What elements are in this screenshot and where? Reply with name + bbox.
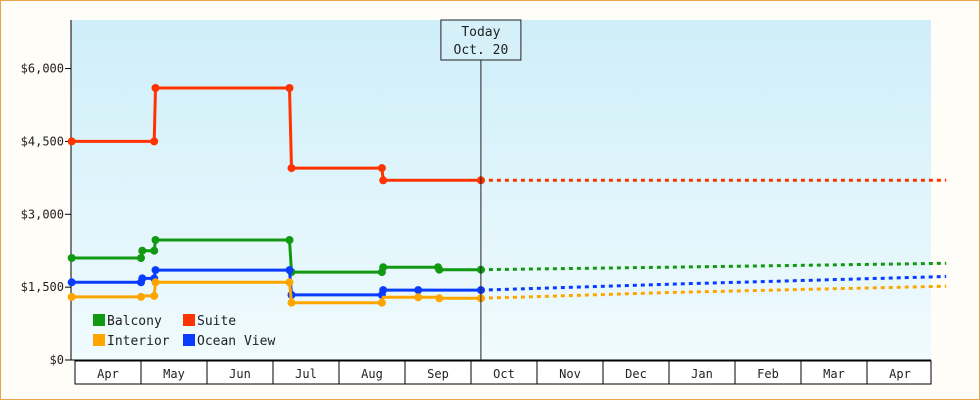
y-tick-label: $4,500 (21, 134, 64, 148)
series-balcony (67, 236, 947, 277)
data-point (151, 236, 160, 244)
x-axis-band (74, 360, 932, 385)
data-point (287, 164, 296, 173)
x-tick-label: Feb (757, 367, 779, 381)
x-tick-label: Apr (97, 367, 119, 381)
legend-label: Balcony (107, 314, 162, 329)
data-point (67, 254, 76, 262)
x-axis: Apr May Jun Jul Aug Sep Oct Nov Dec Jan Feb Mar Apr (71, 359, 932, 385)
data-point (151, 84, 160, 92)
data-point (435, 265, 444, 274)
data-point (67, 137, 76, 146)
x-tick-label: Jun (229, 367, 251, 381)
x-tick-label: Oct (493, 367, 515, 381)
data-point (379, 263, 388, 272)
data-point (285, 84, 294, 92)
data-point (435, 294, 444, 303)
x-tick-label: Jul (295, 367, 317, 381)
legend-label: Interior (107, 334, 170, 349)
data-point (414, 293, 423, 302)
data-point (414, 286, 423, 295)
data-point (379, 176, 388, 185)
data-point (138, 274, 147, 283)
data-point (137, 292, 145, 301)
legend-swatch (93, 314, 105, 326)
x-tick-label: Aug (361, 367, 383, 381)
y-axis: $0 $1,500 $3,000 $4,500 $6,000 (21, 20, 72, 367)
legend: Balcony Suite Interior Ocean View (93, 314, 275, 349)
y-tick-label: $3,000 (21, 207, 64, 221)
plot-area (71, 20, 931, 360)
x-tick-label: Jan (691, 367, 713, 381)
today-date-label: Oct. 20 (454, 43, 509, 58)
series-suite (67, 84, 947, 185)
x-tick-label: Dec (625, 367, 647, 381)
data-point (377, 298, 386, 307)
today-marker: Today Oct. 20 (440, 19, 522, 360)
legend-label: Suite (197, 314, 236, 329)
legend-swatch (183, 314, 195, 326)
x-tick-label: Mar (823, 367, 845, 381)
series-interior (67, 278, 947, 307)
data-point (379, 286, 388, 295)
y-tick-label: $6,000 (21, 62, 64, 76)
legend-label: Ocean View (197, 334, 275, 349)
today-label: Today (461, 25, 500, 40)
x-tick-label: May (163, 367, 185, 381)
data-point (151, 266, 160, 275)
y-tick-label: $1,500 (21, 280, 64, 294)
data-point (138, 246, 147, 255)
data-point (150, 291, 159, 300)
data-point (151, 278, 160, 287)
data-point (285, 266, 294, 275)
x-tick-label: Apr (889, 367, 911, 381)
data-point (377, 164, 386, 173)
data-point (150, 137, 159, 146)
data-point (67, 278, 76, 287)
series-layer (67, 84, 947, 307)
legend-swatch (183, 334, 195, 346)
data-point (150, 246, 159, 255)
x-tick-label: Nov (559, 367, 581, 381)
x-tick-label: Sep (427, 367, 449, 381)
data-point (287, 298, 296, 307)
legend-swatch (93, 334, 105, 346)
data-point (285, 278, 294, 287)
data-point (137, 254, 145, 262)
data-point (67, 292, 76, 301)
today-box (440, 19, 522, 61)
y-tick-label: $0 (50, 353, 64, 367)
data-point (285, 236, 294, 244)
